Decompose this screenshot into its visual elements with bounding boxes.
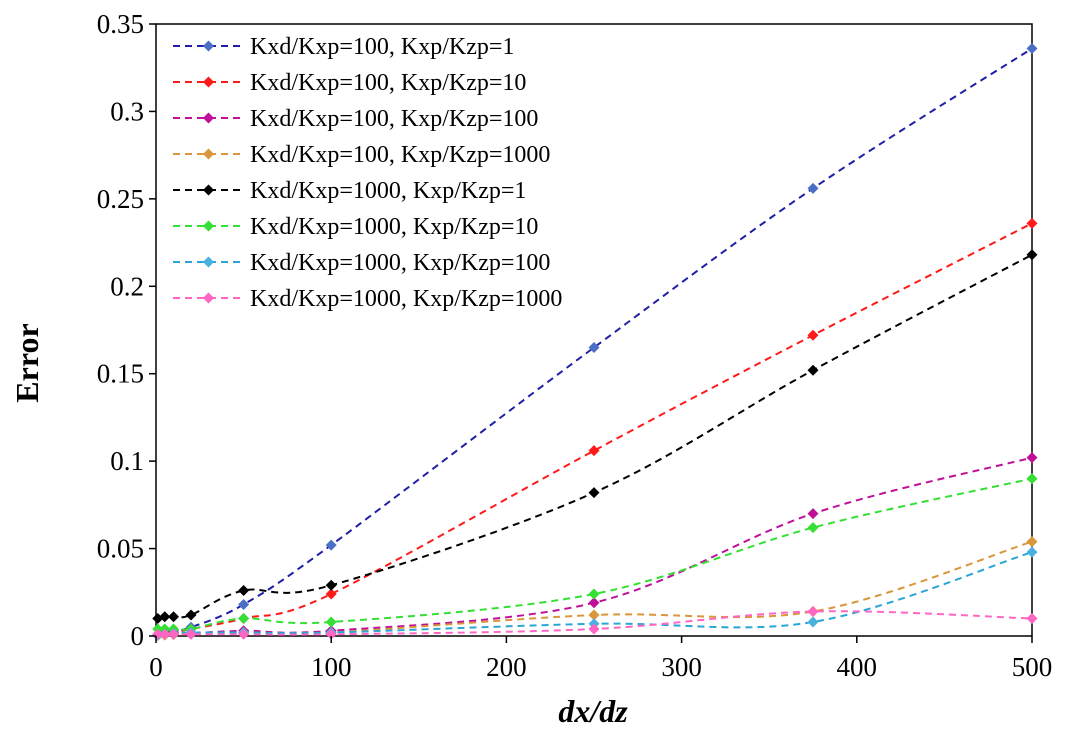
data-point (588, 487, 600, 499)
data-point (1026, 249, 1038, 261)
legend-item: Kxd/Kxp=1000, Kxp/Kzp=10 (173, 214, 538, 240)
data-point (807, 508, 819, 520)
data-point (588, 623, 600, 635)
legend-label: Kxd/Kxp=100, Kxp/Kzp=10 (250, 70, 526, 96)
plot-frame (155, 23, 1033, 637)
x-axis-label: dx/dz (558, 693, 628, 729)
data-point (238, 599, 250, 611)
data-point (588, 609, 600, 621)
data-point (168, 611, 180, 623)
legend-item: Kxd/Kxp=100, Kxp/Kzp=100 (173, 106, 538, 132)
data-point (1026, 42, 1038, 54)
data-point (588, 341, 600, 353)
data-point (159, 628, 171, 640)
legend-swatch-marker (203, 184, 214, 196)
series-2 (152, 217, 1038, 641)
data-point (325, 628, 337, 640)
y-tick-label: 0.15 (97, 359, 144, 389)
plot-area-border (155, 23, 1033, 637)
data-point (325, 539, 337, 551)
series-1 (152, 42, 1038, 640)
data-point (807, 606, 819, 618)
x-tick-labels: 0 100 200 300 400 500 (149, 636, 1052, 682)
x-tick-label: 500 (1012, 652, 1053, 682)
legend-item: Kxd/Kxp=100, Kxp/Kzp=1000 (173, 142, 550, 168)
data-point (807, 616, 819, 628)
y-axis-label: Error (9, 323, 45, 402)
data-point (238, 628, 250, 640)
legend-swatch-marker (203, 148, 214, 160)
data-point (238, 585, 250, 597)
data-point (325, 588, 337, 600)
y-tick-label: 0.2 (110, 271, 144, 301)
legend-item: Kxd/Kxp=1000, Kxp/Kzp=1 (173, 178, 526, 204)
y-tick-label: 0.25 (97, 184, 144, 214)
legend-swatch-marker (203, 292, 214, 304)
legend-item: Kxd/Kxp=100, Kxp/Kzp=10 (173, 70, 526, 96)
x-tick-label: 400 (837, 652, 878, 682)
data-point (1026, 473, 1038, 485)
data-point (807, 329, 819, 341)
data-point (185, 609, 197, 621)
data-point (1026, 452, 1038, 464)
data-point (807, 182, 819, 194)
series-6 (152, 473, 1038, 635)
series-group (152, 42, 1038, 642)
x-tick-label: 100 (311, 652, 352, 682)
series-line (157, 456, 1033, 637)
data-point (325, 616, 337, 628)
x-tick-label: 300 (661, 652, 702, 682)
y-tick-label: 0.1 (110, 446, 144, 476)
legend-label: Kxd/Kxp=1000, Kxp/Kzp=1 (250, 178, 526, 204)
legend-label: Kxd/Kxp=100, Kxp/Kzp=1000 (250, 142, 550, 168)
data-point (168, 628, 180, 640)
data-point (238, 613, 250, 625)
legend-swatch-marker (203, 40, 214, 52)
x-tick-label: 200 (486, 652, 527, 682)
series-line (157, 47, 1033, 636)
y-tick-label: 0.05 (97, 534, 144, 564)
data-point (152, 628, 164, 640)
y-tick-label: 0 (131, 621, 145, 651)
legend-label: Kxd/Kxp=100, Kxp/Kzp=100 (250, 106, 538, 132)
legend-item: Kxd/Kxp=100, Kxp/Kzp=1 (173, 34, 514, 60)
data-point (588, 588, 600, 600)
data-point (1026, 613, 1038, 625)
series-5 (152, 249, 1038, 625)
data-point (588, 597, 600, 609)
data-point (1026, 217, 1038, 229)
legend: Kxd/Kxp=100, Kxp/Kzp=1 Kxd/Kxp=100, Kxp/K… (173, 34, 562, 312)
data-point (1026, 546, 1038, 558)
legend-label: Kxd/Kxp=100, Kxp/Kzp=1 (250, 34, 514, 60)
legend-swatch-marker (203, 76, 214, 88)
legend-label: Kxd/Kxp=1000, Kxp/Kzp=1000 (250, 286, 562, 312)
data-point (588, 445, 600, 457)
legend-swatch-marker (203, 220, 214, 232)
legend-item: Kxd/Kxp=1000, Kxp/Kzp=100 (173, 250, 550, 276)
data-point (159, 611, 171, 623)
data-point (807, 364, 819, 376)
data-point (185, 628, 197, 640)
data-point (325, 579, 337, 591)
legend-label: Kxd/Kxp=1000, Kxp/Kzp=100 (250, 250, 550, 276)
y-tick-label: 0.35 (97, 9, 144, 39)
legend-swatch-marker (203, 112, 214, 124)
x-tick-label: 0 (149, 652, 163, 682)
legend-item: Kxd/Kxp=1000, Kxp/Kzp=1000 (173, 286, 562, 312)
legend-label: Kxd/Kxp=1000, Kxp/Kzp=10 (250, 214, 538, 240)
series-8 (152, 606, 1038, 640)
y-tick-label: 0.3 (110, 96, 144, 126)
legend-swatch-marker (203, 256, 214, 268)
data-point (807, 522, 819, 534)
y-tick-labels: 0 0.05 0.1 0.15 0.2 0.25 0.3 0.35 (97, 9, 156, 651)
data-point (1026, 536, 1038, 548)
